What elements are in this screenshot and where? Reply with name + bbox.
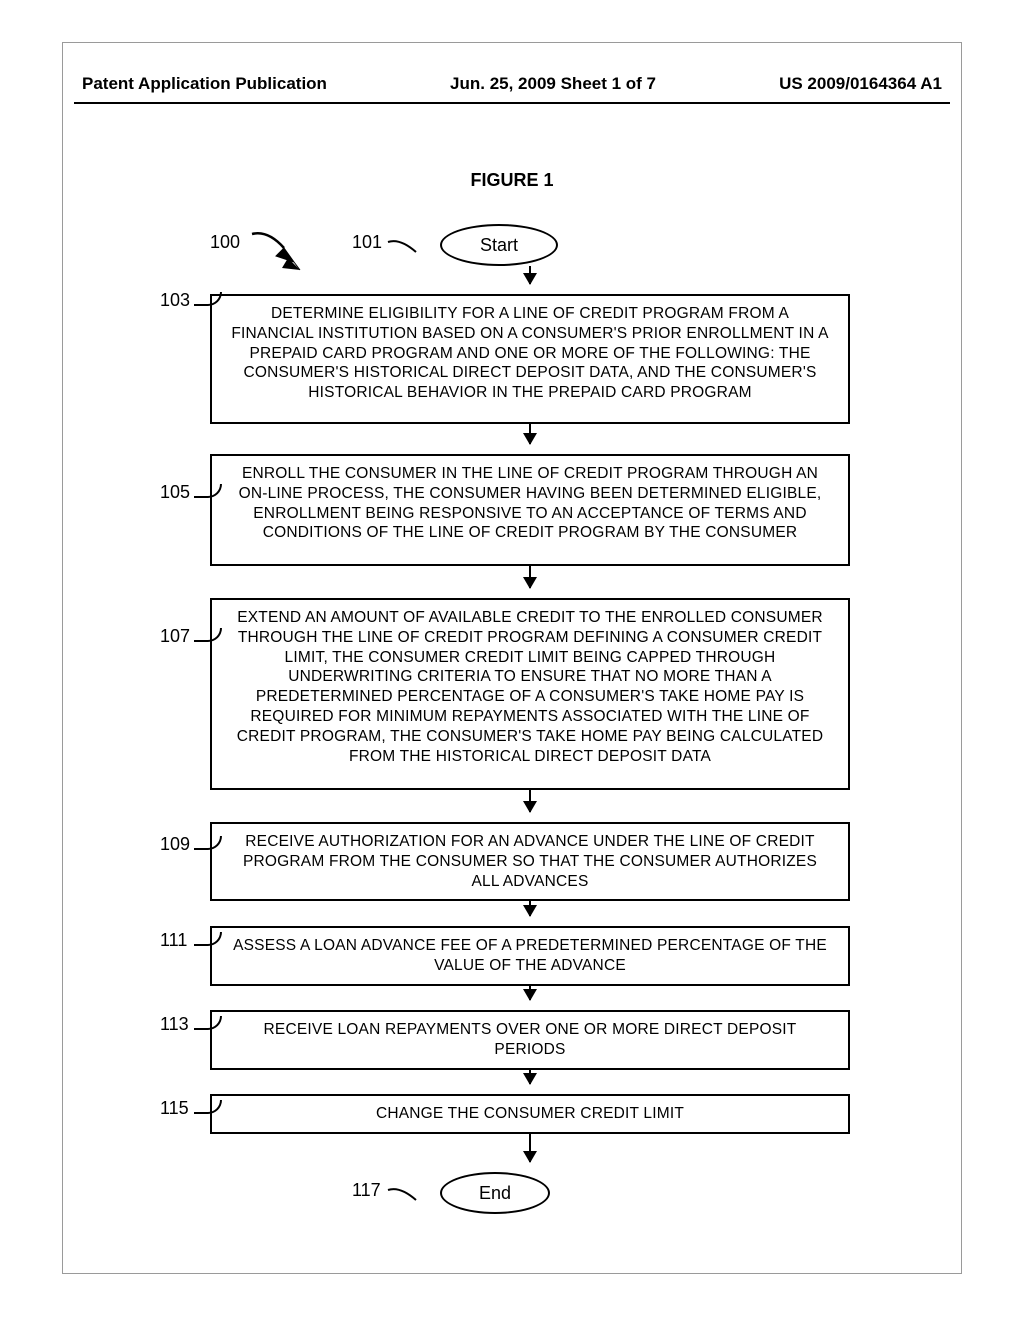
flowchart-start: Start <box>440 224 558 266</box>
ref-109: 109 <box>160 834 190 855</box>
flowchart-b105: ENROLL THE CONSUMER IN THE LINE OF CREDI… <box>210 454 850 566</box>
arrow-start-b103 <box>529 266 531 284</box>
header-left: Patent Application Publication <box>82 74 327 94</box>
arrow-b103-b105 <box>529 424 531 444</box>
page-header: Patent Application Publication Jun. 25, … <box>62 74 962 94</box>
ref-107: 107 <box>160 626 190 647</box>
arrow-b105-b107 <box>529 566 531 588</box>
header-rule <box>74 102 950 104</box>
flowchart-b113: RECEIVE LOAN REPAYMENTS OVER ONE OR MORE… <box>210 1010 850 1070</box>
header-center: Jun. 25, 2009 Sheet 1 of 7 <box>450 74 656 94</box>
ref-101: 101 <box>352 232 382 253</box>
flowchart-end: End <box>440 1172 550 1214</box>
ref-111: 111 <box>160 930 187 951</box>
figure-title: FIGURE 1 <box>0 170 1024 191</box>
ref-113: 113 <box>160 1014 189 1035</box>
ref-117: 117 <box>352 1180 381 1201</box>
arrow-b107-b109 <box>529 790 531 812</box>
flowchart-b109: RECEIVE AUTHORIZATION FOR AN ADVANCE UND… <box>210 822 850 901</box>
flowchart-b103: DETERMINE ELIGIBILITY FOR A LINE OF CRED… <box>210 294 850 424</box>
ref-105: 105 <box>160 482 190 503</box>
ref-100: 100 <box>210 232 240 253</box>
ref-115: 115 <box>160 1098 189 1119</box>
header-right: US 2009/0164364 A1 <box>779 74 942 94</box>
arrow-b115-end <box>529 1134 531 1162</box>
flowchart-b115: CHANGE THE CONSUMER CREDIT LIMIT <box>210 1094 850 1134</box>
flowchart-b107: EXTEND AN AMOUNT OF AVAILABLE CREDIT TO … <box>210 598 850 790</box>
ref-117-hook-icon <box>386 1182 422 1210</box>
ref-101-hook-icon <box>386 234 422 262</box>
flowchart-b111: ASSESS A LOAN ADVANCE FEE OF A PREDETERM… <box>210 926 850 986</box>
ref-103: 103 <box>160 290 190 311</box>
